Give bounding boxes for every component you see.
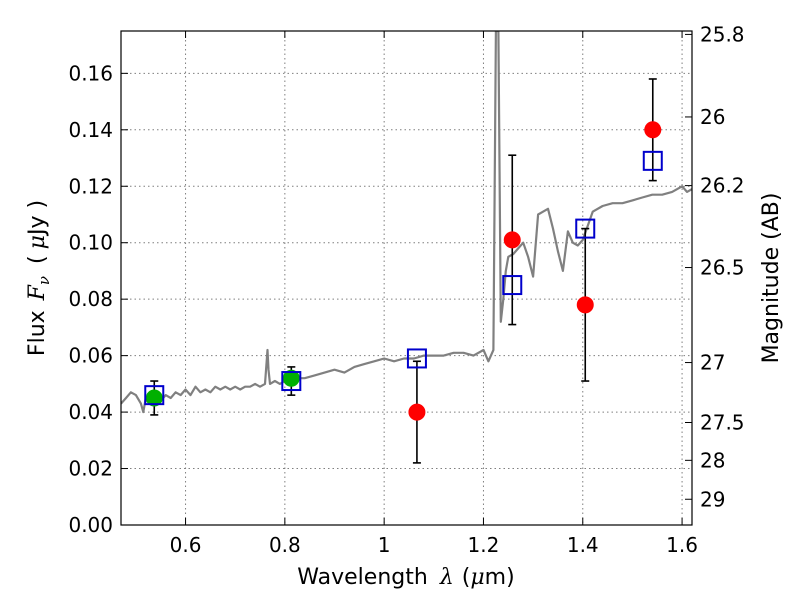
model-flux-square — [281, 371, 302, 392]
magnitude-tick-label: 27 — [700, 351, 725, 375]
x-axis-title-unit: m) — [485, 565, 515, 590]
x-axis-title-mu: μ — [470, 565, 484, 590]
y-axis-title-nu: ν — [35, 276, 53, 285]
magnitude-tick-label: 26 — [700, 105, 725, 129]
x-tick-label: 1.6 — [666, 533, 698, 557]
x-tick-label: 1 — [378, 533, 391, 557]
y-tick-label: 0.16 — [68, 61, 113, 85]
y-tick-label: 0.12 — [68, 174, 113, 198]
magnitude-tick-label: 28 — [700, 448, 725, 472]
y-axis-title-prefix: Flux — [25, 310, 50, 356]
model-flux-square — [406, 348, 427, 369]
red-data-point — [408, 403, 426, 421]
magnitude-tick-label: 25.8 — [700, 22, 745, 46]
y-axis-title-open-paren: ( — [25, 255, 50, 264]
magnitude-tick-label: 27.5 — [700, 411, 745, 435]
x-tick-label: 0.8 — [269, 533, 301, 557]
x-tick-label: 0.6 — [170, 533, 202, 557]
model-flux-square — [144, 385, 165, 406]
y-tick-label: 0.06 — [68, 344, 113, 368]
x-axis-title-prefix: Wavelength — [297, 565, 428, 590]
y-axis-title-unit: Jy ) — [25, 200, 50, 237]
red-data-point — [576, 296, 594, 314]
model-flux-square — [642, 150, 663, 171]
x-tick-label: 1.2 — [468, 533, 500, 557]
y-tick-label: 0.00 — [68, 513, 113, 537]
sed-model-layer — [121, 31, 692, 414]
model-flux-square — [575, 218, 596, 239]
y-tick-label: 0.14 — [68, 118, 113, 142]
sed-model-line — [121, 31, 692, 414]
x-axis-title-lambda: λ — [439, 565, 454, 590]
y-tick-label: 0.08 — [68, 287, 113, 311]
y-axis-title-mu: μ — [25, 235, 50, 249]
axis-ticks: 0.6 0.8 1 1.2 1.4 1.6 0.00 0.02 0.04 0.06 0.08 0.10… — [68, 22, 744, 557]
plot-frame — [120, 30, 693, 526]
magnitude-axis-title: Magnitude (AB) — [759, 193, 784, 364]
y-tick-label: 0.02 — [68, 457, 113, 481]
red-data-point — [503, 231, 521, 249]
y-axis-title: Flux Fν ( μJy ) — [25, 200, 53, 356]
data-markers — [144, 78, 663, 464]
red-data-point — [644, 121, 662, 139]
magnitude-tick-label: 26.2 — [700, 174, 745, 198]
x-axis-title: Wavelength λ (μm) — [297, 565, 514, 590]
model-flux-square — [502, 275, 523, 296]
y-axis-title-F: F — [25, 284, 50, 301]
magnitude-tick-label: 29 — [700, 487, 725, 511]
x-axis-title-open-paren: ( — [462, 565, 471, 590]
x-tick-label: 1.4 — [567, 533, 599, 557]
magnitude-tick-label: 26.5 — [700, 256, 745, 280]
y-tick-label: 0.04 — [68, 400, 113, 424]
y-tick-label: 0.10 — [68, 231, 113, 255]
